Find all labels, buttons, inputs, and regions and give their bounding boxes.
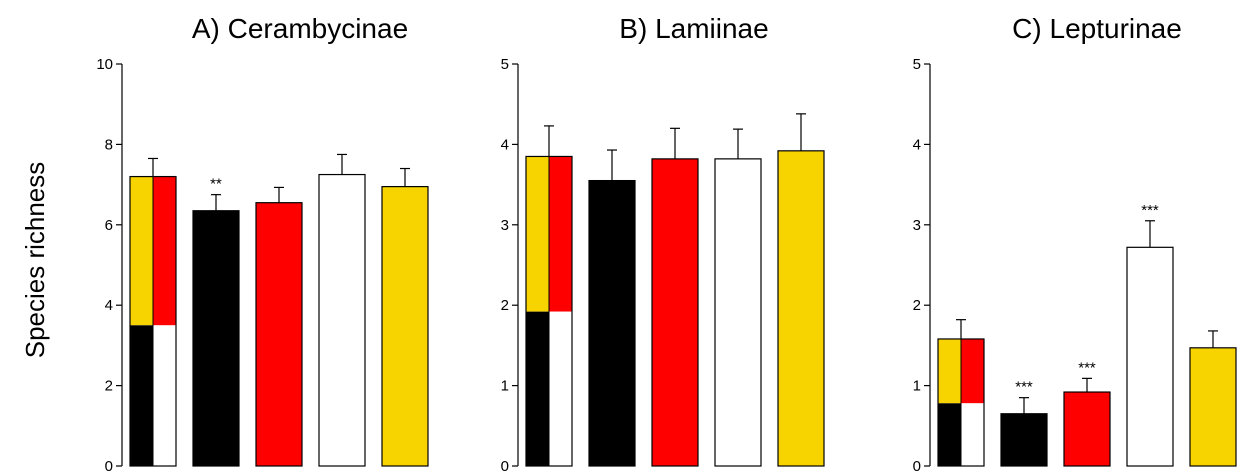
- y-tick-label: 10: [96, 56, 113, 73]
- bar-yellow: [381, 186, 429, 467]
- y-tick-label: 3: [501, 217, 509, 234]
- bar-yellow: [1189, 347, 1237, 467]
- bar-composite-lower-right: [961, 403, 984, 466]
- bar-composite-upper-right: [153, 176, 176, 326]
- bar-composite-lower-left: [938, 403, 961, 466]
- y-tick-label: 3: [913, 217, 921, 234]
- significance-label: **: [210, 176, 222, 193]
- y-tick-label: 2: [105, 378, 113, 395]
- bar-black: [588, 179, 636, 467]
- bar-composite-lower-left: [526, 311, 549, 466]
- bar-white: [1126, 246, 1174, 467]
- bar-composite-upper-left: [526, 156, 549, 312]
- y-tick-label: 2: [501, 297, 509, 314]
- bar-composite-lower-right: [153, 325, 176, 466]
- y-tick-label: 0: [501, 458, 509, 474]
- significance-label: ***: [1015, 379, 1033, 396]
- y-tick-label: 4: [105, 297, 113, 314]
- bar-composite-upper-right: [549, 156, 572, 312]
- y-tick-label: 2: [913, 297, 921, 314]
- y-tick-label: 4: [913, 136, 921, 153]
- panel-3: C) Lepturinae 0 1 2 3 4 5 *** *** ***: [913, 13, 1237, 474]
- y-tick-label: 5: [913, 56, 921, 73]
- significance-label: ***: [1141, 202, 1159, 219]
- y-tick-label: 0: [913, 458, 921, 474]
- y-tick-label: 1: [501, 378, 509, 395]
- bar-composite-lower-right: [549, 311, 572, 466]
- panel-1: A) Cerambycinae 0 2 4 6 8 10 **: [96, 13, 429, 474]
- bar-composite-upper-left: [938, 338, 961, 404]
- y-axis-label: Species richness: [20, 162, 50, 359]
- bar-white: [318, 173, 366, 467]
- panel-title: B) Lamiinae: [619, 13, 768, 44]
- significance-label: ***: [1078, 359, 1096, 376]
- bar-composite-upper-right: [961, 338, 984, 404]
- y-tick-label: 1: [913, 378, 921, 395]
- bar-white: [714, 158, 762, 467]
- bar-composite-lower-left: [130, 325, 153, 466]
- y-tick-label: 6: [105, 217, 113, 234]
- y-tick-label: 5: [501, 56, 509, 73]
- y-axis-label-container: Species richness: [20, 162, 50, 359]
- panel-2: B) Lamiinae 0 1 2 3 4 5: [501, 13, 825, 474]
- bar-red: [651, 158, 699, 467]
- bar-yellow: [777, 150, 825, 467]
- bar-red: [255, 202, 303, 467]
- bar-black: [1000, 413, 1048, 467]
- y-tick-label: 8: [105, 136, 113, 153]
- bar-black: [192, 210, 240, 467]
- y-tick-label: 4: [501, 136, 509, 153]
- panel-title: C) Lepturinae: [1012, 13, 1182, 44]
- panel-title: A) Cerambycinae: [192, 13, 408, 44]
- y-tick-label: 0: [105, 458, 113, 474]
- bar-red: [1063, 391, 1111, 467]
- bar-composite-upper-left: [130, 176, 153, 326]
